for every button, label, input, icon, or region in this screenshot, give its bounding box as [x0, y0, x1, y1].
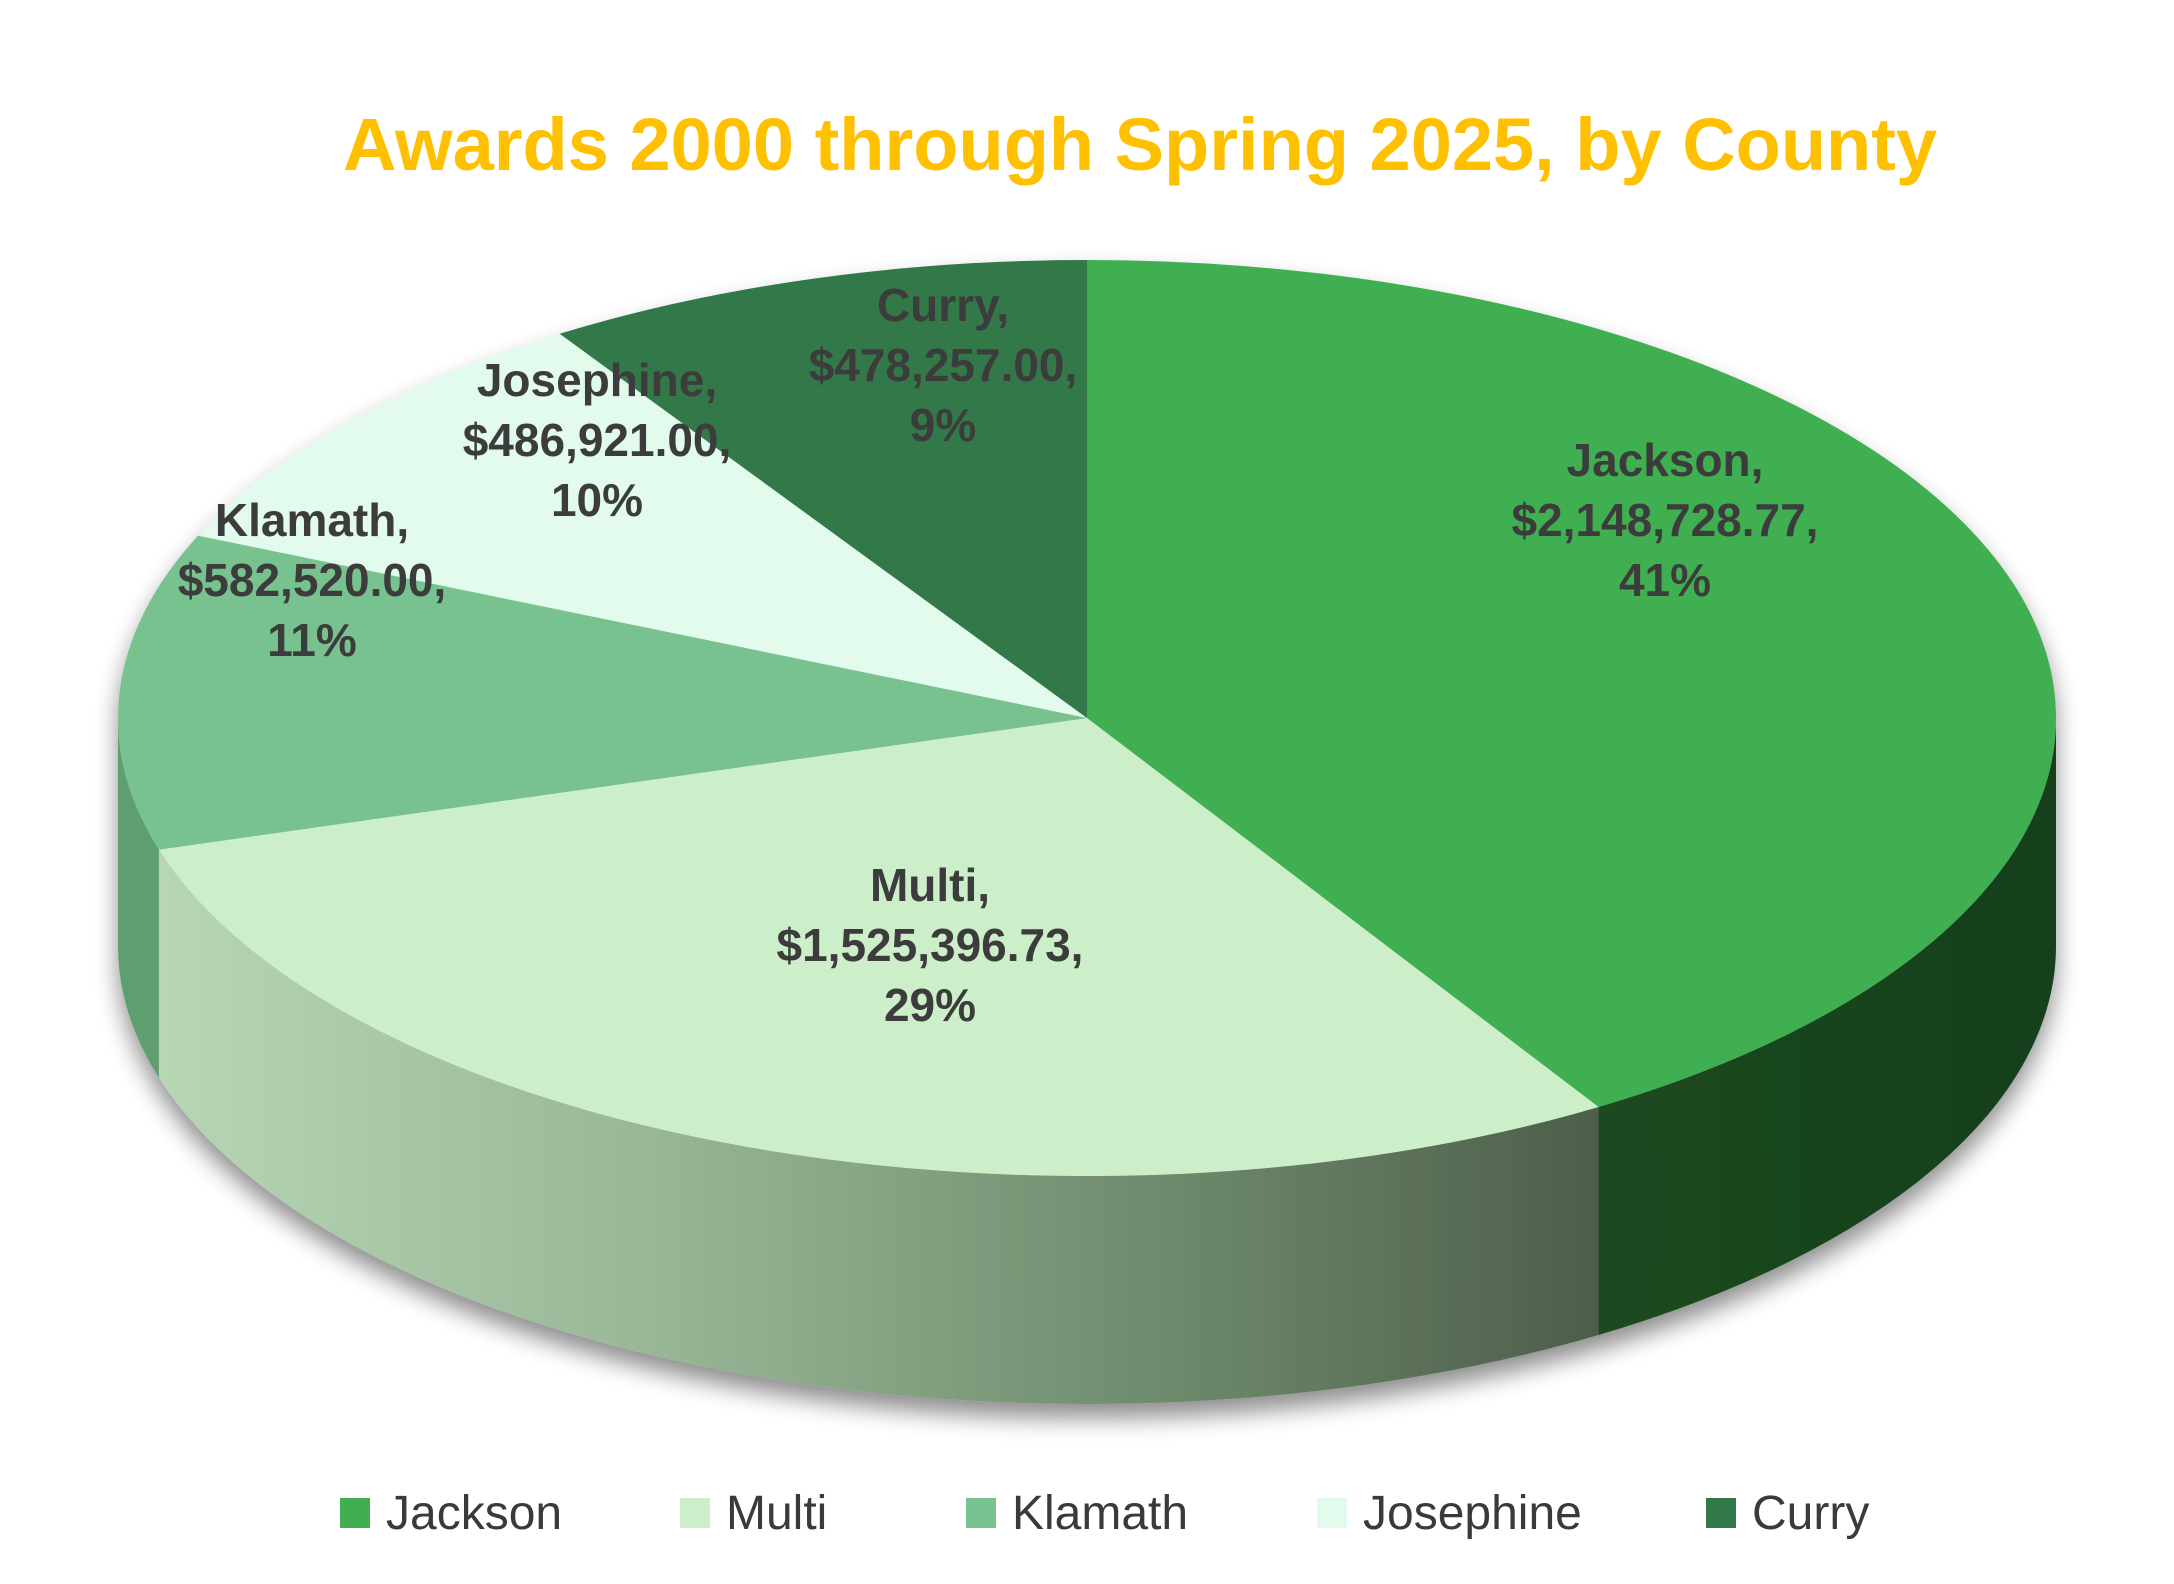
- data-label-percent: 10%: [551, 474, 643, 526]
- legend-swatch: [340, 1498, 370, 1528]
- pie-side-multi: [158, 849, 1599, 1404]
- data-label-curry: Curry, $478,257.00, 9%: [809, 279, 1078, 451]
- legend-item-multi: Multi: [680, 1487, 827, 1540]
- pie-slice-klamath: [117, 535, 1087, 850]
- data-label-percent: 11%: [267, 614, 357, 666]
- chart-title: Awards 2000 through Spring 2025, by Coun…: [343, 103, 1937, 186]
- data-label-name: Jackson,: [1567, 434, 1764, 486]
- data-label-value: $582,520.00,: [178, 554, 447, 606]
- legend-item-curry: Curry: [1706, 1487, 1869, 1540]
- legend-label: Jackson: [386, 1487, 562, 1540]
- legend-label: Klamath: [1012, 1487, 1188, 1540]
- data-label-percent: 41%: [1619, 554, 1711, 606]
- data-label-value: $1,525,396.73,: [777, 919, 1084, 971]
- data-label-jackson: Jackson, $2,148,728.77, 41%: [1512, 434, 1819, 606]
- data-label-value: $2,148,728.77,: [1512, 494, 1819, 546]
- legend-label: Multi: [726, 1487, 827, 1540]
- data-labels: Jackson, $2,148,728.77, 41% Multi, $1,525,39…: [178, 279, 1819, 1031]
- data-label-josephine: Josephine, $486,921.00, 10%: [463, 354, 732, 526]
- legend-item-josephine: Josephine: [1317, 1487, 1582, 1540]
- data-label-name: Multi,: [870, 859, 990, 911]
- legend-swatch: [1706, 1498, 1736, 1528]
- data-label-value: $478,257.00,: [809, 339, 1078, 391]
- pie-body: [117, 260, 2057, 1404]
- data-label-multi: Multi, $1,525,396.73, 29%: [777, 859, 1084, 1031]
- data-label-name: Klamath,: [215, 494, 409, 546]
- data-label-value: $486,921.00,: [463, 414, 732, 466]
- legend-item-jackson: Jackson: [340, 1487, 562, 1540]
- data-label-name: Josephine,: [477, 354, 717, 406]
- pie-side-jackson: [1598, 718, 2056, 1335]
- data-label-name: Curry,: [877, 279, 1009, 331]
- data-label-percent: 29%: [884, 979, 976, 1031]
- legend-label: Josephine: [1363, 1487, 1582, 1540]
- data-label-klamath: Klamath, $582,520.00, 11%: [178, 494, 447, 666]
- legend-item-klamath: Klamath: [966, 1487, 1188, 1540]
- legend-swatch: [1317, 1498, 1347, 1528]
- legend-swatch: [966, 1498, 996, 1528]
- pie-slice-josephine: [198, 333, 1087, 718]
- pie-side-klamath: [118, 718, 159, 1078]
- data-label-percent: 9%: [910, 399, 976, 451]
- pie-slice-curry: [559, 260, 1087, 718]
- legend-label: Curry: [1752, 1487, 1869, 1540]
- pie-slice-multi: [158, 718, 1599, 1176]
- legend: Jackson Multi Klamath Josephine Curry: [340, 1487, 1869, 1540]
- legend-swatch: [680, 1498, 710, 1528]
- pie-slice-jackson: [1087, 260, 2057, 1107]
